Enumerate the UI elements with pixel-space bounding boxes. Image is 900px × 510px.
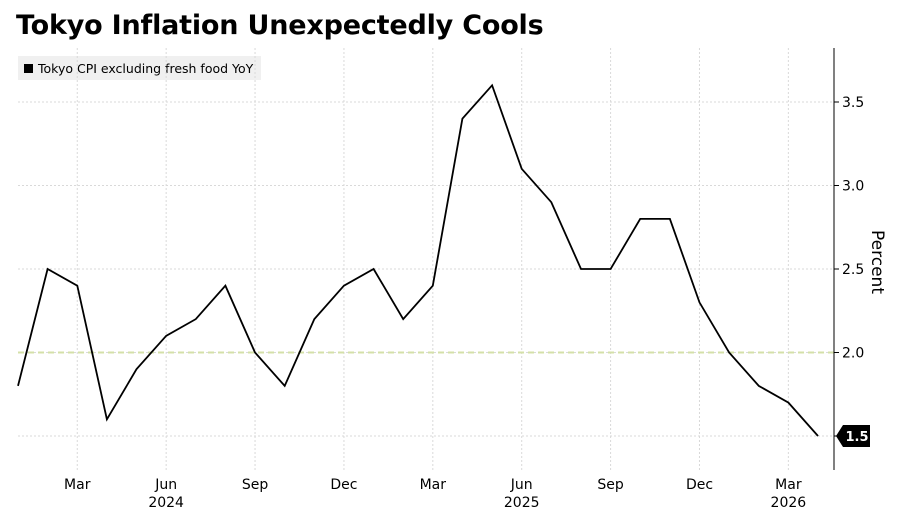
x-year-label: 2026 <box>771 495 807 510</box>
y-tick-label: 3.5 <box>842 95 864 111</box>
x-tick-label: Mar <box>775 477 802 493</box>
x-tick-label: Sep <box>242 477 269 493</box>
legend-swatch <box>24 63 33 73</box>
axes <box>833 48 839 470</box>
legend: Tokyo CPI excluding fresh food YoY <box>18 56 262 80</box>
x-tick-label: Dec <box>686 477 713 493</box>
y-tick-label: 3.0 <box>842 179 864 195</box>
end-value-label: 1.5 <box>845 430 868 445</box>
grid <box>18 48 834 470</box>
y-axis-label: Percent <box>867 230 887 294</box>
x-tick-label: Mar <box>420 477 447 493</box>
series-layer <box>17 83 819 437</box>
labels: 1.5 2.0 2.5 3.0 3.5 Mar Jun Sep Dec Mar Jun Sep Dec M… <box>64 95 887 510</box>
legend-label: Tokyo CPI excluding fresh food YoY <box>38 60 254 76</box>
chart-title: Tokyo Inflation Unexpectedly Cools <box>16 10 544 41</box>
x-year-label: 2024 <box>148 495 184 510</box>
y-tick-label: 2.0 <box>842 346 864 362</box>
x-year-label: 2025 <box>504 495 540 510</box>
series-line <box>17 83 819 437</box>
x-tick-label: Jun <box>154 477 177 493</box>
end-value-tag <box>836 425 870 447</box>
x-tick-label: Jun <box>510 477 533 493</box>
x-tick-label: Dec <box>330 477 357 493</box>
x-tick-label: Mar <box>64 477 91 493</box>
y-tick-label: 2.5 <box>842 262 864 278</box>
x-tick-label: Sep <box>597 477 624 493</box>
